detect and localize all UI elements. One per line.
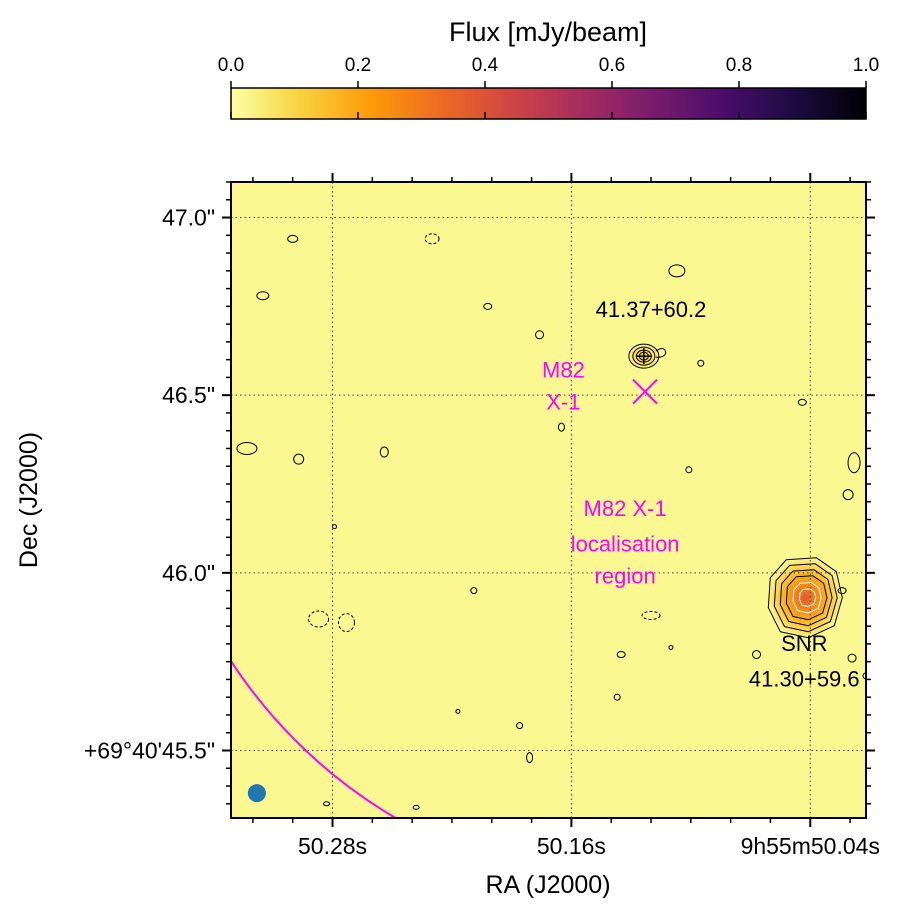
x-tick-label: 50.16s — [537, 833, 606, 859]
noise-contour — [470, 587, 478, 595]
noise-contour — [236, 441, 258, 455]
noise-contour — [308, 610, 330, 628]
x-tick-label: 9h55m50.04s — [741, 833, 880, 859]
noise-contour — [847, 653, 857, 663]
contour-line — [767, 557, 843, 639]
colorbar-tick-label: 0.0 — [218, 55, 244, 76]
noise-contour — [837, 587, 847, 595]
noise-contour — [847, 452, 861, 474]
noise-contour — [668, 264, 686, 278]
noise-contour — [256, 291, 270, 301]
annotation-label: M82 X-1 — [584, 496, 667, 521]
annotation-label: 41.30+59.6 — [749, 667, 860, 692]
contours — [236, 233, 866, 810]
noise-contour — [535, 330, 545, 340]
noise-contour — [613, 693, 621, 701]
colorbar-tick-label: 0.8 — [726, 55, 752, 76]
contour-line — [785, 575, 828, 621]
cross-marker — [632, 378, 658, 405]
y-axis-label: Dec (J2000) — [15, 432, 43, 568]
contour-line — [799, 588, 817, 607]
source-emission-snr — [768, 557, 843, 638]
contour-line — [792, 582, 822, 614]
annotation-label: 41.37+60.2 — [596, 297, 707, 322]
annotation-label: M82 — [542, 357, 585, 382]
contour-line — [655, 348, 667, 358]
noise-contour — [752, 650, 762, 660]
colorbar-gradient — [230, 87, 867, 120]
noise-contour — [641, 610, 661, 620]
y-tick-label: 46.5" — [162, 382, 215, 408]
noise-contour — [842, 489, 854, 501]
contour-line — [628, 343, 660, 369]
contour-line — [632, 346, 656, 366]
colorbar-tick-label: 0.2 — [345, 55, 371, 76]
noise-contour — [337, 613, 355, 633]
noise-contour — [526, 752, 534, 764]
y-tick-label: 46.0" — [162, 560, 215, 586]
noise-contour — [557, 422, 565, 432]
colorbar-label: Flux [mJy/beam] — [449, 17, 647, 47]
axis-ticks: 50.28s 50.16s 9h55m50.04s +69°40'45.5" 46.0"… — [84, 173, 880, 859]
annotation-label: SNR — [781, 631, 827, 656]
y-tick-label: 47.0" — [162, 205, 215, 231]
colorbar-tick-label: 0.4 — [472, 55, 499, 76]
colorbar-tick-label: 0.6 — [599, 55, 625, 76]
noise-contour — [483, 302, 493, 310]
noise-contour — [668, 644, 674, 650]
noise-contour — [379, 446, 389, 458]
x-axis-label: RA (J2000) — [485, 871, 610, 899]
markers — [247, 348, 658, 803]
noise-contour — [516, 722, 524, 730]
annotation-label: region — [595, 563, 656, 588]
contour-line — [779, 569, 833, 627]
x-tick-label: 50.28s — [298, 833, 367, 859]
plot-area: 41.37+60.2 M82 X-1 M82 X-1 localisation regio… — [84, 173, 880, 859]
noise-contour — [616, 651, 626, 659]
annotations: 41.37+60.2 M82 X-1 M82 X-1 localisation regio… — [542, 297, 860, 692]
noise-contour — [455, 708, 461, 714]
noise-contour — [332, 524, 338, 530]
contour-line — [773, 563, 838, 633]
noise-contour — [797, 398, 807, 406]
noise-contour — [412, 804, 420, 810]
source-crosshair — [635, 348, 652, 365]
colorbar-tick-label: 1.0 — [853, 55, 879, 76]
annotation-label: localisation — [571, 532, 680, 557]
noise-contour — [287, 234, 299, 243]
annotation-label: X-1 — [546, 389, 580, 414]
noise-contour — [862, 672, 866, 680]
colorbar: Flux [mJy/beam] 0.0 0.2 0.4 0.6 0.8 1.0 — [218, 17, 879, 120]
noise-contour — [424, 233, 440, 245]
noise-contour — [323, 801, 331, 807]
map-background — [231, 182, 866, 818]
plot-frame — [230, 181, 867, 819]
noise-contour — [293, 453, 305, 465]
colorbar-ticks: 0.0 0.2 0.4 0.6 0.8 1.0 — [218, 55, 879, 119]
beam-marker — [247, 784, 266, 803]
noise-contour — [685, 466, 693, 474]
y-tick-label: +69°40'45.5" — [84, 737, 215, 763]
noise-contour — [697, 359, 705, 367]
